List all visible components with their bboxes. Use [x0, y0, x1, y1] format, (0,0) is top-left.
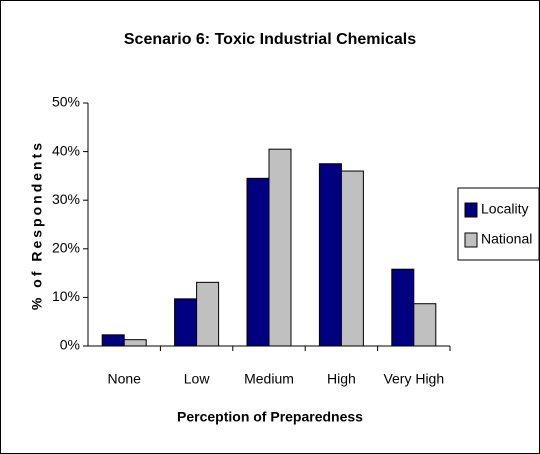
bar [413, 303, 437, 347]
legend-swatch [464, 232, 478, 248]
x-tick-label: High [327, 371, 356, 387]
y-tick-label: 20% [52, 240, 80, 256]
legend-box [457, 187, 540, 261]
bar [196, 281, 220, 347]
bar [268, 148, 292, 347]
legend-swatch [464, 202, 478, 218]
y-tick-label: 30% [52, 191, 80, 207]
bar [340, 170, 364, 347]
x-tick-label: Very High [383, 371, 444, 387]
x-tick-label: Low [184, 371, 211, 387]
y-tick-label: 0% [60, 337, 80, 353]
x-axis-title: Perception of Preparedness [177, 409, 363, 425]
legend-label: Locality [481, 201, 528, 217]
x-tick-label: Medium [244, 371, 294, 387]
bar [391, 268, 415, 347]
bar [123, 339, 147, 347]
y-tick-label: 40% [52, 142, 80, 158]
bar [246, 177, 270, 347]
y-axis-title: % of Respondents [29, 140, 45, 310]
legend-label: National [481, 231, 532, 247]
x-tick-label: None [107, 371, 141, 387]
bar [174, 298, 198, 347]
bar [318, 163, 342, 347]
y-tick-label: 50% [52, 94, 80, 110]
bar [101, 334, 125, 347]
chart-title: Scenario 6: Toxic Industrial Chemicals [124, 31, 416, 48]
y-tick-label: 10% [52, 288, 80, 304]
